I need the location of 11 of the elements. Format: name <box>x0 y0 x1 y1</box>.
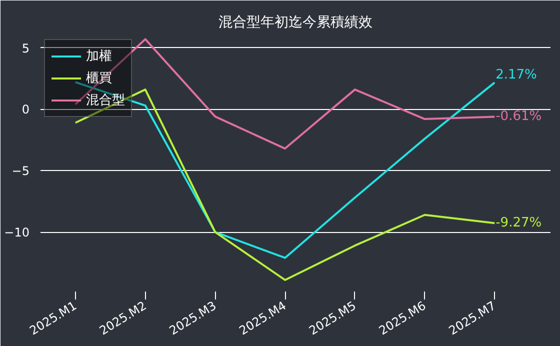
chart-title: 混合型年初迄今累積績效 <box>218 14 372 30</box>
legend-label: 加權 <box>86 48 112 65</box>
data-label: -9.27% <box>496 216 542 231</box>
data-label: -0.61% <box>496 109 542 124</box>
y-tick-label: 0 <box>22 102 30 117</box>
y-tick-label: −10 <box>4 226 30 240</box>
y-tick-label: 5 <box>22 41 30 56</box>
legend-label: 櫃買 <box>86 70 112 87</box>
legend-label: 混合型 <box>86 92 125 109</box>
data-label: 2.17% <box>496 68 537 83</box>
y-tick-label: −5 <box>12 164 30 178</box>
